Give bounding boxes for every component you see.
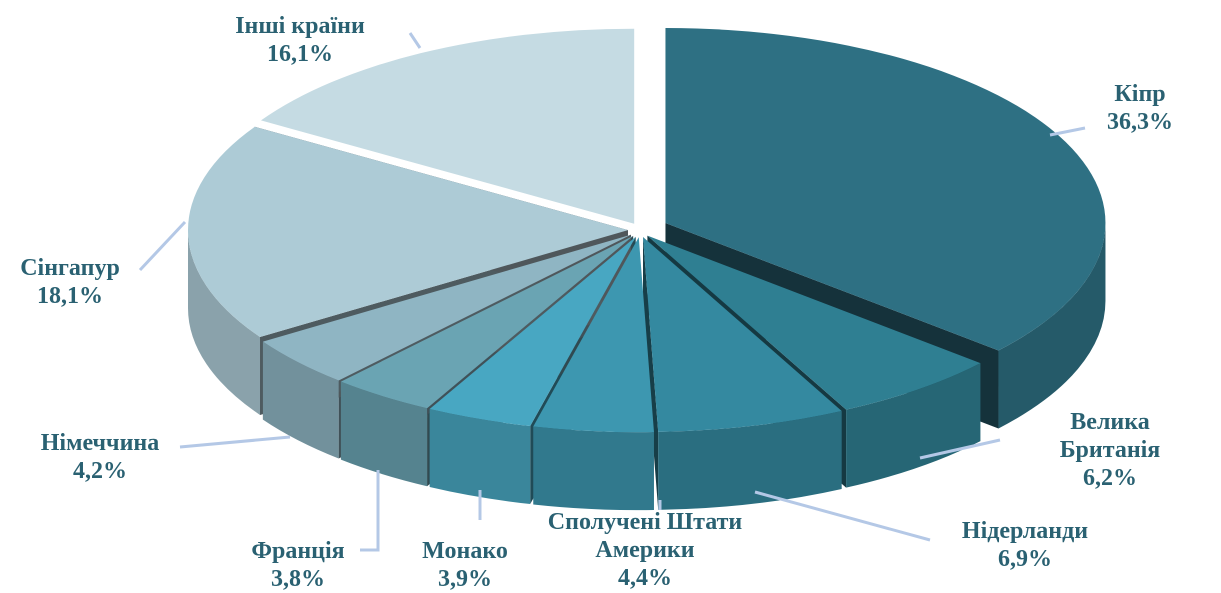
slice: [665, 28, 1106, 351]
slice-side: [262, 341, 339, 459]
slice: [188, 126, 629, 337]
slice: [429, 236, 636, 427]
slice-name: Нідерланди: [961, 518, 1089, 544]
slice-name: Кіпр: [1114, 81, 1166, 107]
slice: [262, 234, 631, 381]
slice-label: Сполучені Штати Америки 4,4%: [530, 508, 760, 592]
leader-line: [138, 220, 187, 272]
slice: [533, 237, 654, 433]
leader-line: [408, 32, 422, 49]
leader-line: [754, 490, 931, 542]
slice-value: 3,8%: [271, 566, 325, 592]
slice: [642, 236, 842, 432]
slice-side: [340, 381, 428, 487]
slice-name: Монако: [422, 538, 508, 564]
slice-value: 36,3%: [1107, 109, 1173, 135]
slice-label: Нідерланди 6,9%: [962, 517, 1088, 573]
slice-label: Німеччина 4,2%: [41, 429, 159, 485]
slice-label: Кіпр 36,3%: [1107, 80, 1173, 136]
slice-value: 4,4%: [618, 565, 672, 591]
slice-name: Велика Британія: [1059, 409, 1161, 463]
slice-label: Сінгапур 18,1%: [20, 254, 120, 310]
slice-label: Велика Британія 6,2%: [1055, 408, 1166, 492]
slice-side: [642, 236, 659, 510]
slice-label: Монако 3,9%: [422, 537, 508, 593]
slice-name: Франція: [251, 538, 345, 564]
slice-value: 18,1%: [37, 283, 103, 309]
slice-side: [658, 410, 842, 510]
slice-name: Сполучені Штати Америки: [547, 509, 743, 563]
leader-line: [1049, 126, 1086, 137]
slice-value: 6,9%: [997, 546, 1052, 572]
slice: [340, 235, 634, 409]
slice-name: Сінгапур: [20, 255, 120, 281]
slice-label: Франція 3,8%: [251, 537, 344, 593]
slice-value: 3,9%: [438, 566, 492, 592]
slice: [647, 235, 981, 410]
leader-line: [360, 470, 380, 552]
slice-side: [188, 230, 261, 415]
slice-side: [846, 363, 981, 488]
slice-name: Німеччина: [40, 430, 160, 456]
slice-side: [429, 409, 531, 505]
slice-side: [998, 223, 1106, 429]
slice-value: 4,2%: [73, 458, 127, 484]
slice-label: Інші країни 16,1%: [235, 12, 365, 68]
leader-line: [179, 435, 291, 449]
slice: [260, 28, 635, 224]
slice-side: [533, 426, 654, 511]
slice-name: Інші країни: [235, 13, 365, 39]
slice-value: 16,1%: [266, 41, 333, 67]
leader-line: [919, 438, 1001, 460]
slice-value: 6,2%: [1083, 465, 1137, 491]
